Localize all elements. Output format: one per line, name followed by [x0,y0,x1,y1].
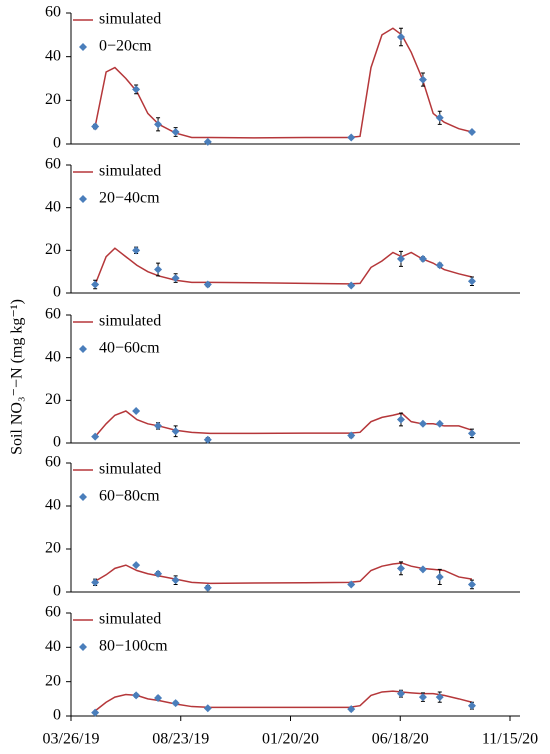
legend-label: simulated [99,11,161,28]
simulated-line [94,410,473,438]
observed-point [467,429,476,438]
y-tick-label: 0 [53,434,61,451]
observed-point [347,705,356,714]
legend-label: simulated [99,461,161,478]
observed-point [171,274,180,283]
observed-point [435,572,444,581]
observed-point [435,419,444,428]
y-tick-label: 40 [45,638,61,655]
x-tick-label: 11/15/20 [482,731,538,748]
observed-point [467,580,476,589]
observed-point [467,277,476,286]
observed-point [154,693,163,702]
y-tick-label: 40 [45,198,61,215]
simulated-line [94,247,473,285]
y-tick-label: 40 [45,47,61,64]
legend-label: 20−40cm [99,190,160,207]
legend-label: 80−100cm [99,638,168,655]
observed-point [154,265,163,274]
y-tick-label: 60 [45,604,61,621]
observed-point [91,578,100,587]
observed-point [171,427,180,436]
simulated-line [94,562,473,585]
legend-swatch [79,493,87,501]
observed-point [396,254,405,263]
observed-point [91,280,100,289]
y-tick-label: 60 [45,4,61,21]
y-tick-label: 20 [45,241,61,258]
y-tick-label: 20 [45,391,61,408]
observed-point [171,576,180,585]
y-tick-label: 60 [45,156,61,173]
observed-point [203,435,212,444]
legend-label: 0−20cm [99,38,152,55]
legend-swatch [79,643,87,651]
y-tick-label: 20 [45,91,61,108]
observed-point [171,127,180,136]
legend-label: 60−80cm [99,488,160,505]
x-tick-label: 06/18/20 [372,731,429,748]
x-tick-label: 01/20/20 [262,731,319,748]
y-tick-label: 60 [45,454,61,471]
y-tick-label: 0 [53,284,61,301]
observed-point [132,407,141,415]
legend-swatch [79,195,87,203]
y-tick-label: 40 [45,348,61,365]
observed-point [435,261,444,270]
legend-label: simulated [99,313,161,330]
simulated-line [94,690,473,712]
observed-point [154,569,163,578]
observed-point [91,432,100,441]
observed-point [435,113,444,122]
y-axis-label: Soil NO₃⁻−N (mg kg⁻¹) [9,299,26,455]
observed-point [203,137,212,146]
y-tick-label: 0 [53,135,61,152]
observed-point [347,133,356,142]
x-tick-label: 03/26/19 [43,731,100,748]
y-tick-label: 40 [45,497,61,514]
y-tick-label: 0 [53,583,61,600]
observed-point [203,280,212,289]
observed-point [203,704,212,713]
y-tick-label: 20 [45,540,61,557]
observed-point [132,561,141,570]
x-tick-label: 08/23/19 [152,731,209,748]
y-tick-label: 0 [53,707,61,724]
observed-point [154,120,163,129]
observed-point [418,254,427,263]
legend-label: simulated [99,163,161,180]
legend-label: simulated [99,611,161,628]
observed-point [91,122,100,131]
observed-point [396,415,405,424]
y-tick-label: 20 [45,672,61,689]
observed-point [418,565,427,574]
observed-point [132,246,141,255]
observed-point [467,127,476,136]
observed-point [418,693,427,702]
observed-point [154,421,163,430]
observed-point [396,564,405,573]
legend-label: 40−60cm [99,340,160,357]
observed-point [418,419,427,428]
observed-point [91,708,100,717]
observed-point [132,85,141,94]
observed-point [396,33,405,42]
observed-point [435,693,444,702]
observed-point [171,699,180,708]
observed-point [132,691,141,700]
y-tick-label: 60 [45,306,61,323]
observed-point [203,583,212,592]
legend-swatch [79,43,87,51]
observed-point [396,689,405,698]
observed-point [347,281,356,290]
simulated-line [94,27,473,139]
observed-point [347,580,356,589]
legend-swatch [79,345,87,353]
observed-point [467,701,476,710]
observed-point [418,75,427,84]
observed-point [347,431,356,440]
